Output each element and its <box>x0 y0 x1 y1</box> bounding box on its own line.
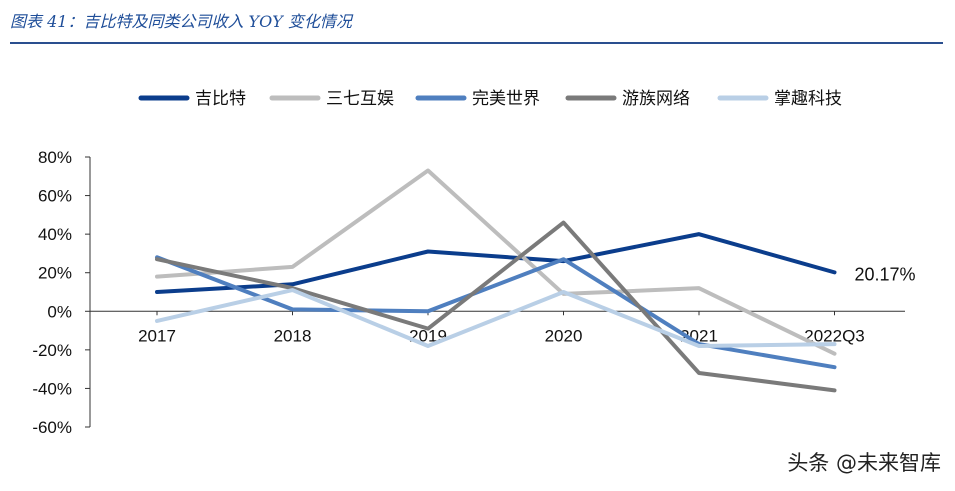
y-tick-label: 0% <box>47 302 72 321</box>
series-line-2 <box>155 168 837 356</box>
y-axis: 80% 60% 40% 20% 0% -20% -40% -60% <box>32 148 91 437</box>
legend-label: 完美世界 <box>472 89 540 109</box>
series-line-4 <box>155 220 837 393</box>
watermark: 头条 @未来智库 <box>787 451 941 475</box>
series-lines <box>155 168 837 393</box>
legend-label: 吉比特 <box>195 89 246 109</box>
x-tick-label: 2017 <box>138 326 176 345</box>
y-tick-label: 20% <box>38 264 72 283</box>
y-tick-label: 40% <box>38 225 72 244</box>
title-divider <box>10 42 943 44</box>
figure-title: 图表 41：吉比特及同类公司收入 YOY 变化情况 <box>10 12 352 31</box>
y-tick-label: 80% <box>38 148 72 167</box>
y-tick-label: 60% <box>38 187 72 206</box>
y-tick-label: -60% <box>32 418 72 437</box>
x-tick-label: 2018 <box>274 326 312 345</box>
x-tick-label: 2022Q3 <box>804 326 865 345</box>
data-label: 20.17% <box>855 264 916 284</box>
y-tick-label: -40% <box>32 379 72 398</box>
y-tick-label: -20% <box>32 341 72 360</box>
legend-label: 掌趣科技 <box>774 89 842 109</box>
x-tick-label: 2020 <box>545 326 583 345</box>
series-line-1 <box>155 232 837 294</box>
series-line-3 <box>155 255 837 370</box>
chart-legend: 吉比特 三七互娱 完美世界 游族网络 掌趣科技 <box>138 89 842 109</box>
series-line-5 <box>155 288 837 348</box>
legend-label: 三七互娱 <box>326 89 394 109</box>
chart-annotations: 20.17% <box>855 264 916 284</box>
legend-label: 游族网络 <box>622 89 690 109</box>
